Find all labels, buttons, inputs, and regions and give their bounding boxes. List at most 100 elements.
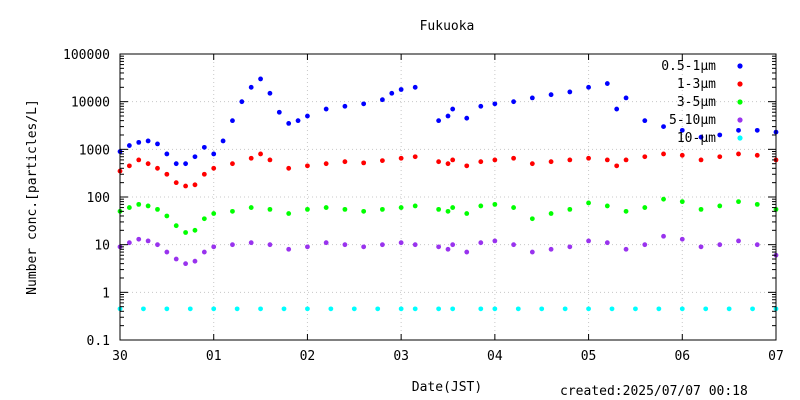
data-point [380, 158, 385, 164]
data-point [464, 211, 470, 216]
x-tick-label: 04 [487, 349, 503, 364]
y-tick-label: 10 [94, 239, 110, 254]
data-point [412, 306, 418, 312]
y-tick-label: 100000 [63, 48, 110, 63]
data-point [398, 240, 404, 246]
data-point [703, 306, 709, 312]
data-point [267, 206, 273, 212]
data-point [145, 161, 151, 167]
data-point [201, 144, 207, 150]
data-point [750, 306, 755, 312]
data-point [736, 151, 741, 157]
data-point [736, 238, 741, 244]
data-point [248, 155, 254, 161]
data-point [623, 157, 629, 163]
data-point [529, 216, 535, 222]
data-point [412, 242, 418, 248]
data-point [548, 159, 554, 165]
legend-marker [737, 81, 743, 87]
legend-marker [737, 63, 743, 69]
data-point [164, 306, 170, 312]
data-point [511, 205, 516, 210]
data-point [239, 99, 245, 105]
data-point [342, 159, 348, 165]
data-point [286, 211, 292, 216]
data-point [305, 163, 310, 169]
data-point [478, 240, 484, 246]
data-point [726, 306, 732, 312]
data-point [492, 201, 498, 207]
data-point [211, 211, 217, 216]
data-point [126, 240, 132, 246]
data-point [450, 306, 456, 312]
data-point [436, 159, 442, 165]
data-point [492, 306, 498, 312]
data-point [412, 203, 418, 209]
data-point [342, 242, 348, 248]
x-tick-label: 06 [674, 349, 690, 364]
data-point [642, 242, 648, 248]
data-point [464, 115, 470, 121]
data-point [361, 160, 367, 166]
legend-marker [737, 135, 743, 141]
series-1 [117, 151, 779, 189]
data-point [717, 242, 723, 248]
data-point [173, 256, 179, 262]
legend-marker [737, 99, 743, 105]
data-point [126, 143, 132, 148]
data-point [375, 306, 381, 312]
data-point [192, 258, 198, 264]
data-point [661, 233, 666, 239]
data-point [286, 246, 292, 252]
data-point [234, 306, 240, 312]
data-point [267, 90, 273, 96]
x-tick-label: 03 [393, 349, 409, 364]
data-point [450, 205, 456, 210]
data-point [248, 205, 254, 210]
data-point [586, 306, 591, 312]
data-point [141, 306, 146, 312]
data-point [679, 236, 685, 242]
data-point [380, 242, 385, 248]
data-point [614, 106, 620, 112]
data-point [361, 101, 367, 107]
data-point [679, 127, 685, 133]
data-point [623, 246, 629, 252]
data-point [492, 101, 498, 107]
data-point [586, 84, 591, 90]
data-point [145, 238, 151, 244]
data-point [567, 89, 573, 95]
data-point [136, 139, 142, 145]
y-tick-label: 1 [102, 286, 110, 301]
data-point [258, 306, 263, 312]
data-point [511, 155, 516, 161]
data-point [539, 306, 545, 312]
data-point [295, 118, 301, 124]
data-point [183, 161, 189, 167]
data-point [192, 227, 198, 233]
data-point [412, 154, 418, 160]
data-point [511, 99, 516, 105]
data-point [389, 90, 395, 96]
y-tick-label: 100 [87, 191, 110, 206]
x-tick-label: 01 [206, 349, 222, 364]
legend: 0.5-1μm 1-3μm 3-5μm 5-10μm 10-μm [661, 59, 743, 146]
data-point [604, 203, 610, 209]
series-3 [117, 233, 779, 267]
data-point [633, 306, 638, 312]
data-point [248, 240, 254, 246]
data-point [230, 161, 235, 167]
data-point [445, 246, 451, 252]
data-point [604, 240, 610, 246]
data-point [305, 113, 310, 119]
data-point [511, 242, 516, 248]
data-point [155, 206, 160, 212]
chart-title: Fukuoka [420, 19, 475, 34]
data-point [323, 161, 329, 167]
data-point [126, 163, 132, 169]
data-point [698, 134, 704, 140]
data-marks [117, 76, 779, 312]
data-point [258, 76, 263, 82]
data-point [267, 157, 273, 163]
legend-label: 1-3μm [677, 77, 716, 92]
